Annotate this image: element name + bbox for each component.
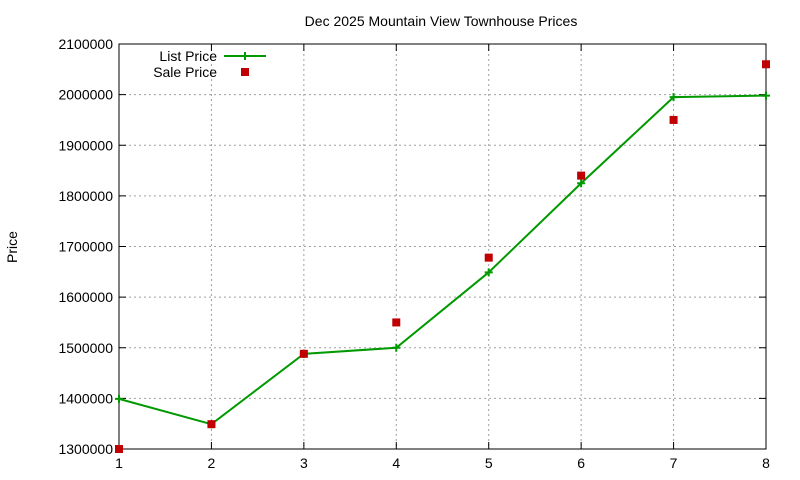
legend-label: Sale Price: [153, 64, 217, 80]
x-tick-label: 2: [208, 455, 216, 471]
data-point: [577, 171, 586, 180]
data-point: [762, 60, 770, 69]
plot-frame: [118, 43, 767, 450]
axes: 1 2 3 4 5 6 7 8 1300000 1400000 1500000 1600000 1700…: [58, 36, 770, 471]
x-tick-label: 5: [485, 455, 493, 471]
data-point: [669, 93, 678, 102]
data-point: [669, 115, 678, 124]
data-point: [484, 253, 493, 262]
y-tick-label: 1900000: [58, 137, 113, 153]
data-point: [392, 318, 401, 327]
y-tick-label: 2100000: [58, 36, 113, 52]
data-point: [115, 445, 123, 453]
y-tick-label: 1400000: [58, 390, 113, 406]
legend-marker: [241, 52, 249, 60]
x-tick-label: 4: [392, 455, 400, 471]
data-point: [299, 349, 308, 358]
y-axis-label: Price: [4, 231, 20, 263]
legend-entry: Sale Price: [153, 64, 249, 80]
y-tick-label: 1600000: [58, 289, 113, 305]
data-point: [577, 179, 586, 188]
series-line: [118, 94, 767, 426]
data-point: [115, 394, 123, 403]
data-point: [392, 343, 401, 352]
y-tick-label: 1300000: [58, 441, 113, 457]
legend-label: List Price: [159, 48, 217, 64]
x-tick-label: 8: [762, 455, 770, 471]
legend-marker: [241, 68, 249, 76]
x-tick-label: 6: [577, 455, 585, 471]
series-list-price: [115, 91, 770, 429]
data-point: [207, 420, 216, 429]
y-tick-label: 1700000: [58, 239, 113, 255]
data-point: [484, 268, 493, 277]
x-tick-label: 1: [115, 455, 123, 471]
series: [115, 60, 770, 453]
x-tick-label: 3: [300, 455, 308, 471]
y-tick-label: 1800000: [58, 188, 113, 204]
chart-title: Dec 2025 Mountain View Townhouse Prices: [305, 13, 578, 29]
grid: [119, 44, 766, 449]
legend-entry: List Price: [159, 48, 266, 64]
y-tick-label: 1500000: [58, 340, 113, 356]
data-point: [762, 91, 770, 100]
x-tick-label: 7: [670, 455, 678, 471]
series-sale-price: [115, 60, 770, 453]
y-tick-label: 2000000: [58, 87, 113, 103]
